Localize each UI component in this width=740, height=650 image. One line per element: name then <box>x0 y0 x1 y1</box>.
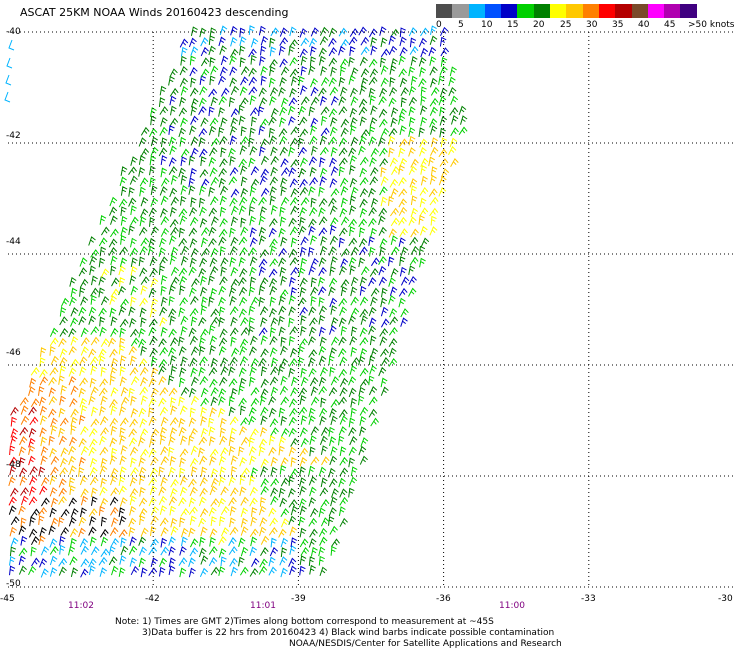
legend-swatch <box>598 4 616 18</box>
lat-label-46: -46 <box>6 348 21 358</box>
wind-speed-legend: 0 5 10 15 20 25 30 35 40 45 >50 knots <box>436 4 740 32</box>
legend-label-25: 25 <box>560 20 572 30</box>
wind-barb-group <box>4 25 437 578</box>
legend-swatch <box>501 4 518 18</box>
legend-labels: 0 5 10 15 20 25 30 35 40 45 >50 knots <box>436 18 740 32</box>
note-line-1: Note: 1) Times are GMT 2)Times along bot… <box>115 617 494 627</box>
lat-label-40: -40 <box>6 27 21 37</box>
legend-swatch <box>484 4 502 18</box>
lat-label-48: -48 <box>6 460 21 470</box>
wind-barb-group <box>8 496 127 546</box>
legend-label-40: 40 <box>638 20 650 30</box>
wind-barb-group <box>8 416 48 506</box>
legend-color-bar <box>436 4 740 18</box>
time-label-1: 11:02 <box>68 601 94 611</box>
lat-label-50: -50 <box>6 579 21 589</box>
wind-barb-group <box>9 26 468 578</box>
lat-label-42: -42 <box>6 131 21 141</box>
note-line-3: NOAA/NESDIS/Center for Satellite Applica… <box>289 639 562 649</box>
legend-swatch <box>468 4 485 18</box>
legend-swatch <box>615 4 632 18</box>
wind-barb-group <box>40 135 459 545</box>
legend-swatch <box>452 4 469 18</box>
lon-label-45: -45 <box>0 594 15 604</box>
legend-swatch <box>517 4 534 18</box>
legend-label-45: 45 <box>664 20 676 30</box>
wind-barb-group <box>9 406 46 497</box>
note-line-2: 3)Data buffer is 22 hrs from 20160423 4)… <box>142 628 555 638</box>
map-title: ASCAT 25KM NOAA Winds 20160423 descendin… <box>20 6 289 19</box>
lon-label-42: -42 <box>145 594 160 604</box>
legend-label-30: 30 <box>586 20 598 30</box>
legend-label-35: 35 <box>612 20 624 30</box>
legend-label-5: 5 <box>458 20 464 30</box>
lon-label-33: -33 <box>581 594 596 604</box>
legend-swatch <box>550 4 567 18</box>
legend-swatch <box>436 4 453 18</box>
wind-barb-group <box>8 375 128 546</box>
legend-swatch <box>631 4 648 18</box>
legend-swatch <box>664 4 681 18</box>
legend-swatch <box>533 4 551 18</box>
wind-barb-group <box>30 135 458 546</box>
lat-lon-grid <box>8 31 734 588</box>
lon-label-36: -36 <box>436 594 451 604</box>
legend-swatch <box>680 4 697 18</box>
legend-label-15: 15 <box>507 20 519 30</box>
lon-label-39: -39 <box>291 594 306 604</box>
time-label-3: 11:00 <box>499 601 525 611</box>
wind-barb-group <box>9 25 450 578</box>
lat-label-44: -44 <box>6 237 21 247</box>
legend-label-20: 20 <box>533 20 545 30</box>
legend-swatch <box>582 4 599 18</box>
legend-label-50: >50 knots <box>688 20 735 30</box>
legend-swatch <box>647 4 665 18</box>
wind-barb-group <box>18 55 468 578</box>
legend-label-10: 10 <box>481 20 493 30</box>
time-label-2: 11:01 <box>250 601 276 611</box>
wind-barbs-layer <box>4 25 468 578</box>
legend-swatch <box>566 4 583 18</box>
lon-label-30: -30 <box>718 594 733 604</box>
footnotes: Note: 1) Times are GMT 2)Times along bot… <box>115 617 562 650</box>
legend-label-0: 0 <box>436 20 442 30</box>
